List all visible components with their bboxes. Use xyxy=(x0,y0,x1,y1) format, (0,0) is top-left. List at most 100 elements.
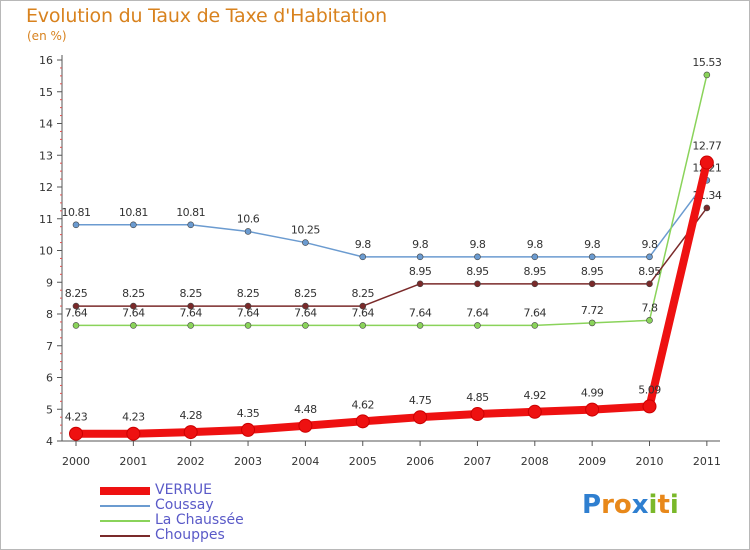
data-label: 8.95 xyxy=(466,265,489,278)
data-label: 10.25 xyxy=(291,224,320,237)
data-point xyxy=(474,253,481,261)
data-point xyxy=(72,322,80,329)
data-point xyxy=(470,407,485,422)
data-point xyxy=(187,302,194,310)
data-label: 7.64 xyxy=(237,306,260,319)
legend: VERRUE Coussay La Chaussée Chouppes xyxy=(100,482,330,544)
data-label: 9.8 xyxy=(527,238,543,251)
data-point xyxy=(244,228,252,235)
data-point xyxy=(646,317,653,324)
y-tick-label: 13 xyxy=(39,149,53,162)
legend-swatch xyxy=(100,535,150,537)
data-label: 4.28 xyxy=(179,409,202,422)
data-point xyxy=(69,426,83,441)
data-point xyxy=(130,322,137,329)
y-tick-label: 8 xyxy=(46,308,53,321)
proxiti-logo: Proxiti xyxy=(582,490,679,520)
logo-letter: t xyxy=(657,490,670,520)
data-point xyxy=(703,204,711,212)
data-point xyxy=(416,322,424,329)
data-label: 15.53 xyxy=(692,56,721,69)
data-point xyxy=(531,322,539,329)
data-point xyxy=(416,280,424,288)
data-point xyxy=(302,239,309,246)
data-point xyxy=(359,322,367,329)
data-label: 4.75 xyxy=(409,394,432,407)
data-label: 4.23 xyxy=(65,411,88,424)
y-tick-label: 9 xyxy=(46,276,53,289)
data-point xyxy=(646,253,653,261)
data-label: 8.25 xyxy=(65,287,88,300)
data-point xyxy=(588,280,596,288)
logo-letter: P xyxy=(582,490,602,520)
logo-letter: i xyxy=(648,490,658,520)
data-point xyxy=(72,221,80,229)
data-point xyxy=(302,302,309,310)
data-label: 9.8 xyxy=(355,238,371,251)
logo-letter: x xyxy=(631,490,649,520)
legend-item: Coussay xyxy=(100,497,330,514)
y-tick-label: 16 xyxy=(39,54,53,67)
data-point xyxy=(703,71,711,79)
series-line-la-chauss-e xyxy=(75,74,708,327)
data-point xyxy=(588,253,596,261)
data-label: 10.81 xyxy=(119,206,148,219)
data-label: 5.09 xyxy=(638,383,661,396)
data-label: 7.8 xyxy=(642,301,658,314)
data-point xyxy=(302,322,309,329)
data-label: 7.64 xyxy=(65,306,88,319)
x-tick-label: 2004 xyxy=(291,455,319,468)
data-point xyxy=(241,422,256,437)
x-tick-label: 2010 xyxy=(636,455,664,468)
data-label: 7.64 xyxy=(179,306,202,319)
x-tick-label: 2011 xyxy=(693,455,721,468)
data-label: 8.25 xyxy=(352,287,375,300)
data-label: 7.64 xyxy=(294,306,317,319)
series-line-chouppes xyxy=(75,207,708,307)
x-tick-label: 2003 xyxy=(234,455,262,468)
y-tick-label: 10 xyxy=(39,245,53,258)
data-point xyxy=(474,322,481,329)
data-point xyxy=(642,399,657,414)
data-label: 4.48 xyxy=(294,403,317,416)
y-tick-label: 15 xyxy=(39,86,53,99)
legend-swatch xyxy=(100,520,150,522)
logo-letter: i xyxy=(669,490,679,520)
data-label: 4.92 xyxy=(524,389,547,402)
legend-label: Coussay xyxy=(155,497,214,513)
data-point xyxy=(416,253,424,261)
data-label: 4.23 xyxy=(122,411,145,424)
data-label: 8.95 xyxy=(638,265,661,278)
data-label: 9.8 xyxy=(584,238,600,251)
data-label: 10.6 xyxy=(237,212,260,225)
logo-letter: o xyxy=(613,490,632,520)
data-point xyxy=(474,280,481,288)
data-label: 4.85 xyxy=(466,391,489,404)
data-point xyxy=(359,253,367,261)
data-point xyxy=(130,221,137,229)
series-line-verrue xyxy=(72,158,711,438)
data-label: 9.8 xyxy=(469,238,485,251)
data-label: 9.8 xyxy=(412,238,428,251)
data-point xyxy=(355,414,370,429)
data-label: 8.25 xyxy=(294,287,317,300)
x-tick-label: 2002 xyxy=(177,455,205,468)
data-point xyxy=(699,155,714,170)
data-point xyxy=(244,302,252,310)
data-label: 7.64 xyxy=(409,306,432,319)
x-tick-label: 2008 xyxy=(521,455,549,468)
data-label: 4.62 xyxy=(352,398,375,411)
legend-swatch xyxy=(100,505,150,507)
data-label: 7.64 xyxy=(466,306,489,319)
data-point xyxy=(183,425,198,440)
y-tick-label: 14 xyxy=(39,118,53,131)
data-point xyxy=(187,221,194,229)
legend-label: VERRUE xyxy=(155,482,212,498)
y-tick-label: 5 xyxy=(46,403,53,416)
data-label: 12.77 xyxy=(692,140,721,153)
data-label: 7.64 xyxy=(352,306,375,319)
x-tick-label: 2009 xyxy=(578,455,606,468)
x-tick-label: 2000 xyxy=(62,455,90,468)
logo-letter: r xyxy=(601,490,614,520)
chart-title: Evolution du Taux de Taxe d'Habitation xyxy=(26,5,387,27)
